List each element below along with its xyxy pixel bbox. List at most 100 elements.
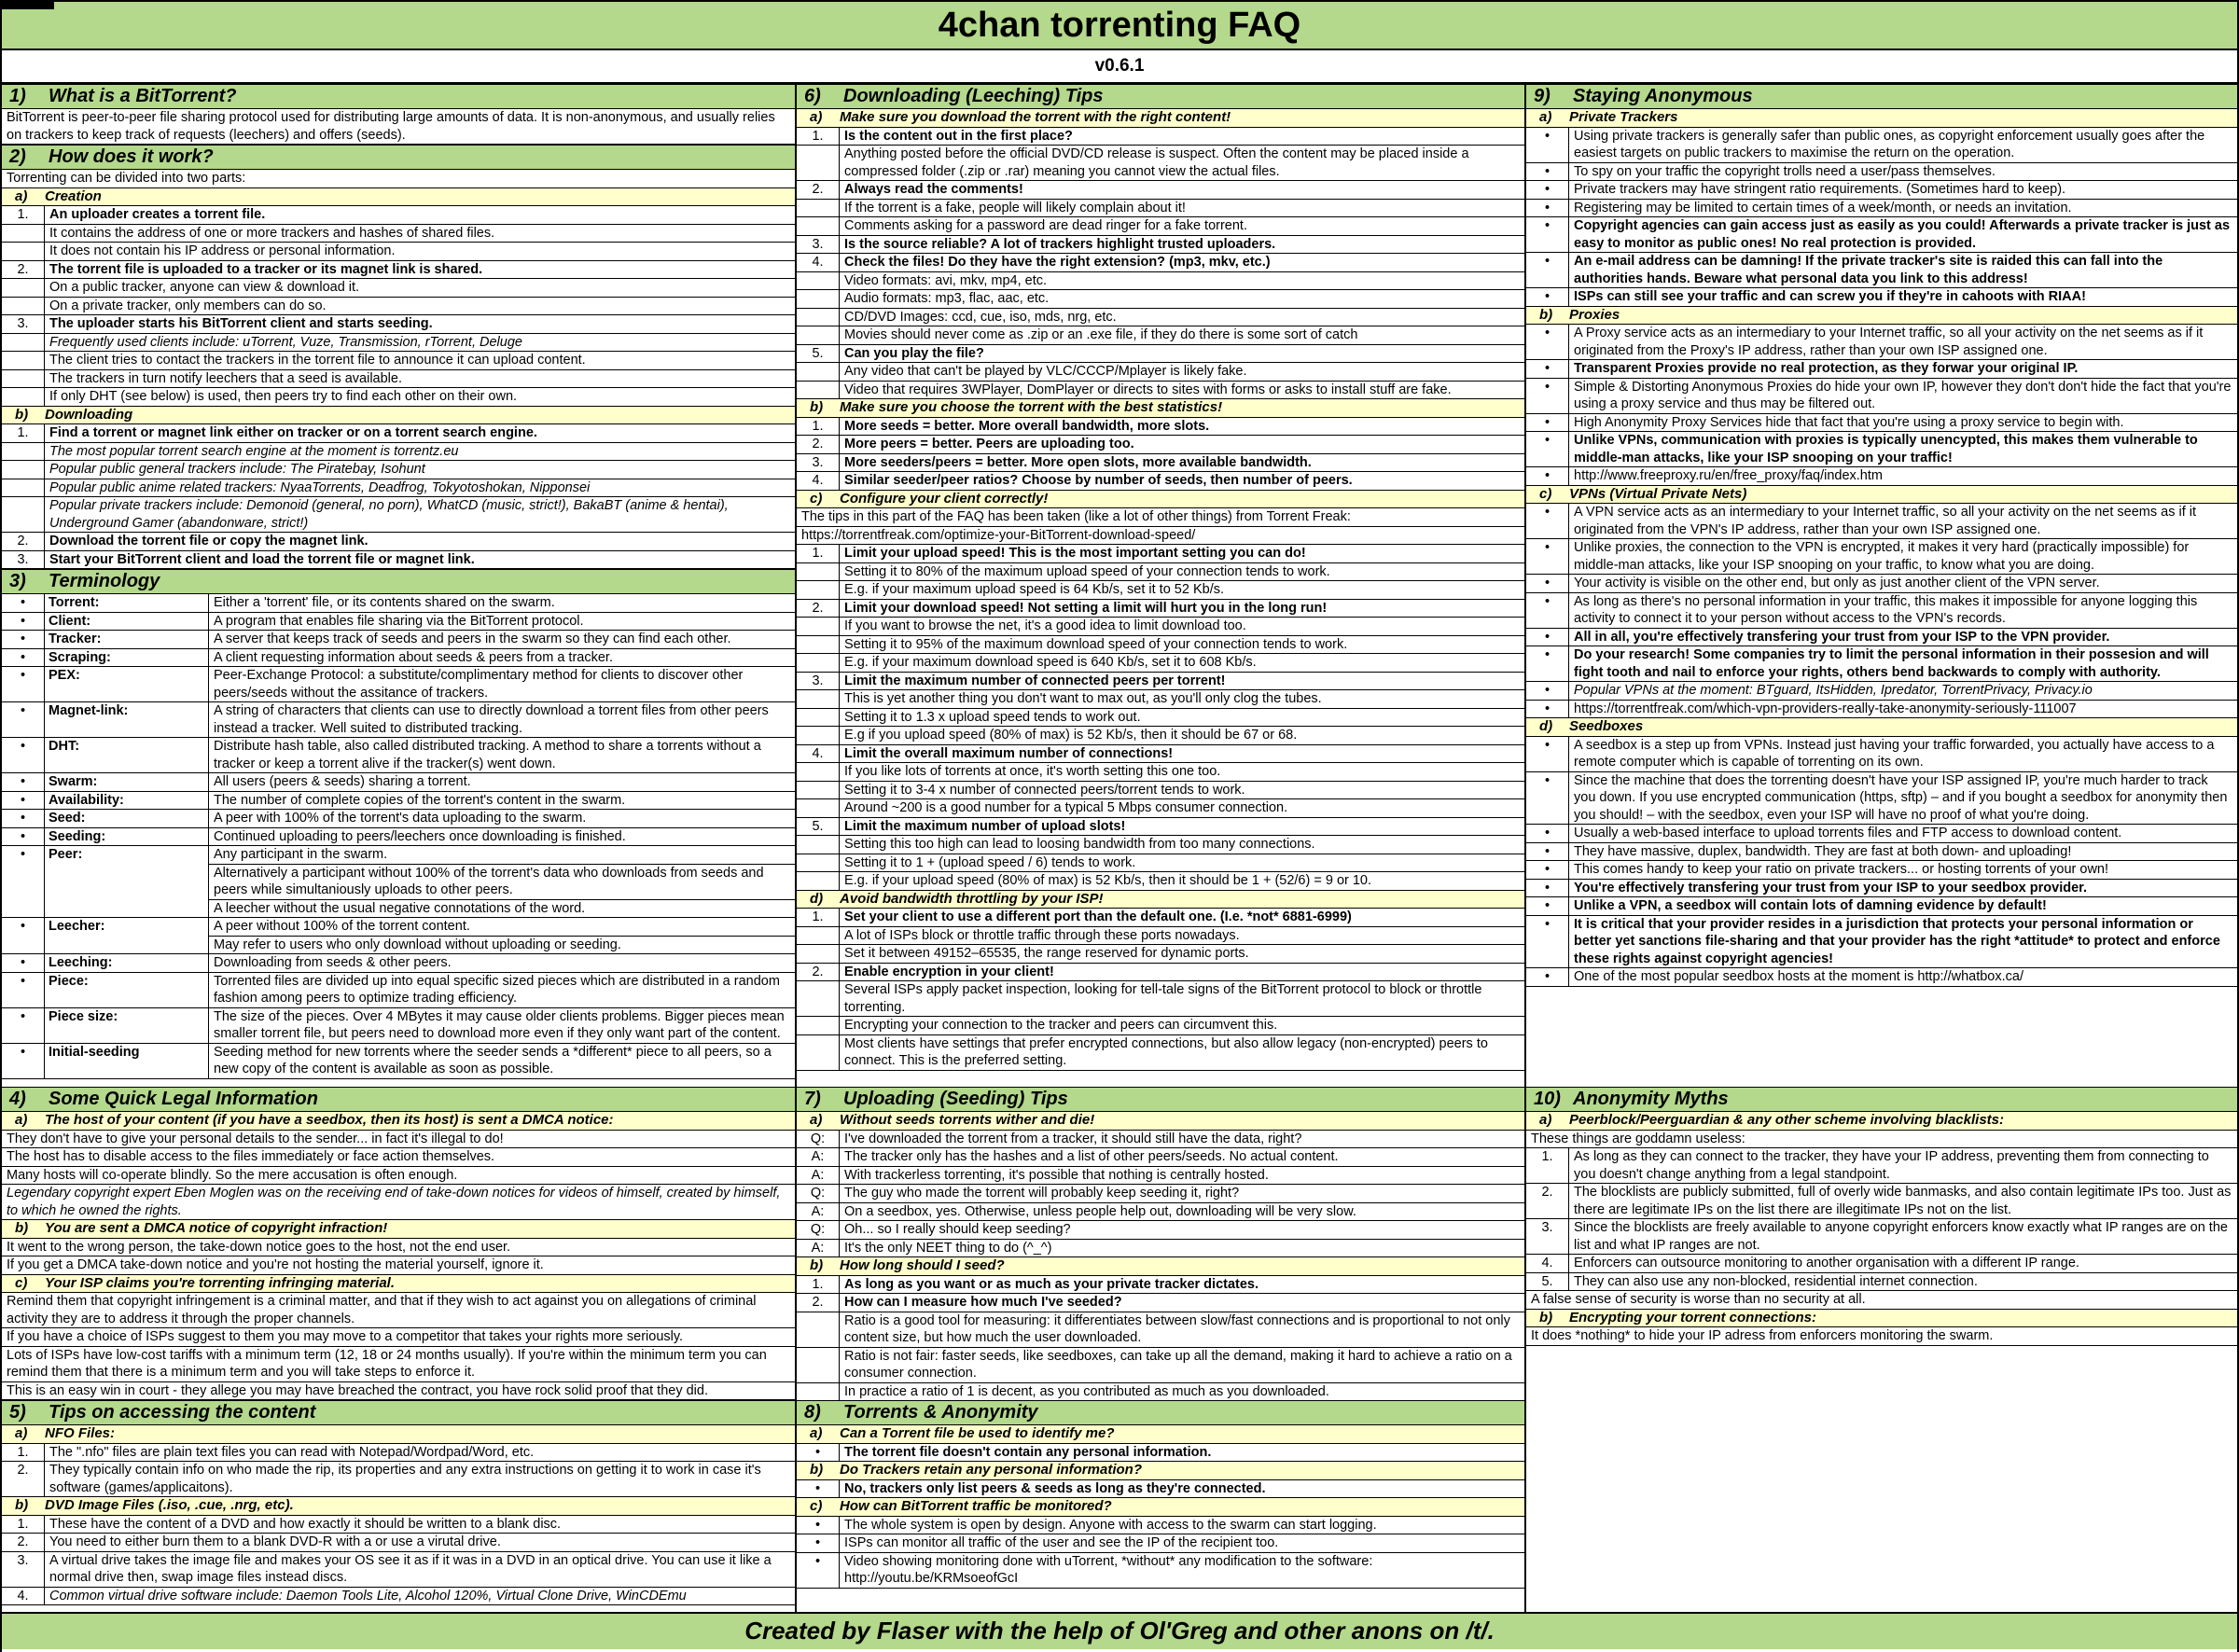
faq-row: Setting it to 1 + (upload speed / 6) ten… <box>797 854 1524 872</box>
term-row: • Torrent: Either a 'torrent' file, or its… <box>2 594 795 613</box>
section-header: 8) Torrents & Anonymity <box>797 1400 1524 1425</box>
row-text: The tracker only has the hashes and a li… <box>844 1149 1339 1164</box>
faq-row: If you want to browse the net, it's a go… <box>797 618 1524 636</box>
faq-row: • A Proxy service acts as an intermediary… <box>1526 325 2237 360</box>
faq-row: Setting this too high can lead to loosin… <box>797 836 1524 854</box>
term-definition: A server that keeps track of seeds and p… <box>214 632 731 646</box>
faq-row: Setting it to 1.3 x upload speed tends t… <box>797 708 1524 727</box>
row-label <box>2 224 45 242</box>
faq-row: 2. Always read the comments! <box>797 181 1524 200</box>
faq-row: 2. How can I measure how much I've seeded… <box>797 1294 1524 1312</box>
subsection-label: c) <box>15 1274 28 1291</box>
bullet-icon: • <box>1526 360 1569 378</box>
bullet-icon: • <box>1526 879 1569 896</box>
term-definitions: A peer with 100% of the torrent's data u… <box>209 810 795 827</box>
row-text: Since the blocklists are freely availabl… <box>1574 1220 2228 1253</box>
row-text: Unlike VPNs, communication with proxies … <box>1574 433 2198 465</box>
row-text: More seeders/peers = better. More open s… <box>844 454 1312 470</box>
bullet-icon: • <box>2 631 45 648</box>
subsection-title: DVD Image Files (.iso, .cue, .nrg, etc). <box>45 1497 294 1513</box>
faq-row: 1. Set your client to use a different por… <box>797 909 1524 927</box>
row-label <box>2 442 45 460</box>
faq-row: E.g. if your upload speed (80% of max) i… <box>797 872 1524 891</box>
bullet-icon: • <box>1526 378 1569 413</box>
row-text: E.g. if your upload speed (80% of max) i… <box>844 873 1372 888</box>
term-row: • DHT: Distribute hash table, also called … <box>2 738 795 773</box>
bullet-icon: • <box>2 846 45 917</box>
faq-row: • As long as there's no personal informat… <box>1526 592 2237 629</box>
row-text: It's the only NEET thing to do (^_^) <box>844 1240 1052 1256</box>
term-definition: Alternatively a participant without 100%… <box>209 863 795 899</box>
term-row: • Magnet-link: A string of characters that… <box>2 702 795 738</box>
term-row: • Client: A program that enables file shar… <box>2 612 795 631</box>
bullet-icon: • <box>2 827 45 845</box>
faq-row: Most clients have settings that prefer e… <box>797 1034 1524 1071</box>
row-text: A lot of ISPs block or throttle traffic … <box>844 927 1240 943</box>
row-text: In practice a ratio of 1 is decent, as y… <box>844 1383 1329 1399</box>
faq-row: Popular private trackers include: Demono… <box>2 497 795 533</box>
row-text: Ratio is not fair: faster seeds, like se… <box>844 1348 1512 1381</box>
row-text: E.g. if your maximum upload speed is 64 … <box>844 582 1225 597</box>
faq-row: 4. Similar seeder/peer ratios? Choose by … <box>797 472 1524 491</box>
faq-row: Around ~200 is a good number for a typic… <box>797 799 1524 818</box>
row-text: It does *nothing* to hide your IP adress… <box>1531 1328 1994 1343</box>
row-label: 1. <box>797 1275 840 1293</box>
row-text: Since the machine that does the torrenti… <box>1574 772 2228 823</box>
bullet-icon: • <box>1526 539 1569 574</box>
row-label: A: <box>797 1148 840 1166</box>
term-definition: Any participant in the swarm. <box>214 847 388 862</box>
faq-row: A false sense of security is worse than … <box>1526 1291 2237 1310</box>
faq-row: • All in all, you're effectively transfer… <box>1526 628 2237 646</box>
faq-row: In practice a ratio of 1 is decent, as y… <box>797 1382 1524 1400</box>
faq-row: Video that requires 3WPlayer, DomPlayer … <box>797 381 1524 399</box>
row-text: Download the torrent file or copy the ma… <box>49 534 369 548</box>
row-text: Setting it to 80% of the maximum upload … <box>844 563 1330 579</box>
row-text: A seedbox is a step up from VPNs. Instea… <box>1574 737 2215 770</box>
faq-row: If you get a DMCA take-down notice and y… <box>2 1256 795 1275</box>
row-label <box>797 217 840 235</box>
subsection-label: a) <box>810 1112 823 1128</box>
subsection-title: Encrypting your torrent connections: <box>1569 1309 1817 1326</box>
section: 8) Torrents & Anonymity a) Can a Torrent fi… <box>797 1400 1524 1589</box>
faq-row: 4. Limit the overall maximum number of co… <box>797 744 1524 763</box>
row-text: These things are goddamn useless: <box>1531 1131 1745 1146</box>
faq-row: 1. More seeds = better. More overall band… <box>797 417 1524 436</box>
row-label <box>797 381 840 398</box>
faq-row: 1. The ".nfo" files are plain text files … <box>2 1443 795 1462</box>
row-label: 2. <box>2 1534 45 1551</box>
term-definition: Distribute hash table, also called distr… <box>214 739 761 771</box>
section: 5) Tips on accessing the content a) NFO Fil… <box>2 1400 795 1605</box>
section-number: 6) <box>804 86 821 106</box>
bullet-icon: • <box>1526 217 1569 252</box>
row-text: One of the most popular seedbox hosts at… <box>1574 969 2023 984</box>
section-header: 10) Anonymity Myths <box>1526 1087 2237 1112</box>
bullet-icon: • <box>1526 736 1569 771</box>
section-header: 6) Downloading (Leeching) Tips <box>797 84 1524 109</box>
faq-row: 2. More peers = better. Peers are uploadi… <box>797 436 1524 454</box>
subsection-header: c) How can BitTorrent traffic be monitore… <box>797 1498 1524 1517</box>
row-text: Video formats: avi, mkv, mp4, etc. <box>844 272 1048 288</box>
faq-row: 2. Limit your download speed! Not setting… <box>797 599 1524 618</box>
term-definitions: The number of complete copies of the tor… <box>209 792 795 810</box>
row-text: CD/DVD Images: ccd, cue, iso, mds, nrg, … <box>844 309 1117 325</box>
row-label: 2. <box>797 1294 840 1312</box>
row-label: 4. <box>797 472 840 490</box>
subsection-header: d) Seedboxes <box>1526 718 2237 737</box>
subsection-header: c) Configure your client correctly! <box>797 490 1524 508</box>
row-label: 5. <box>797 344 840 362</box>
term-definitions: The size of the pieces. Over 4 MBytes it… <box>209 1008 795 1043</box>
row-label: 1. <box>797 127 840 145</box>
bullet-icon: • <box>2 1007 45 1043</box>
section-number: 4) <box>9 1089 26 1109</box>
bullet-icon: • <box>1526 127 1569 162</box>
column-cell: 6) Downloading (Leeching) Tips a) Make sure… <box>797 84 1526 1087</box>
term-row: • PEX: Peer-Exchange Protocol: a substitut… <box>2 667 795 702</box>
bullet-icon: • <box>2 594 45 612</box>
row-label <box>797 981 840 1016</box>
faq-row: • ISPs can monitor all traffic of the use… <box>797 1534 1524 1553</box>
page-title: 4chan torrenting FAQ <box>2 2 2237 50</box>
row-text: Is the source reliable? A lot of tracker… <box>844 236 1276 252</box>
subsection-header: c) Your ISP claims you're torrenting infr… <box>2 1274 795 1293</box>
row-text: More seeds = better. More overall bandwi… <box>844 418 1210 434</box>
faq-row: Lots of ISPs have low-cost tariffs with … <box>2 1346 795 1382</box>
